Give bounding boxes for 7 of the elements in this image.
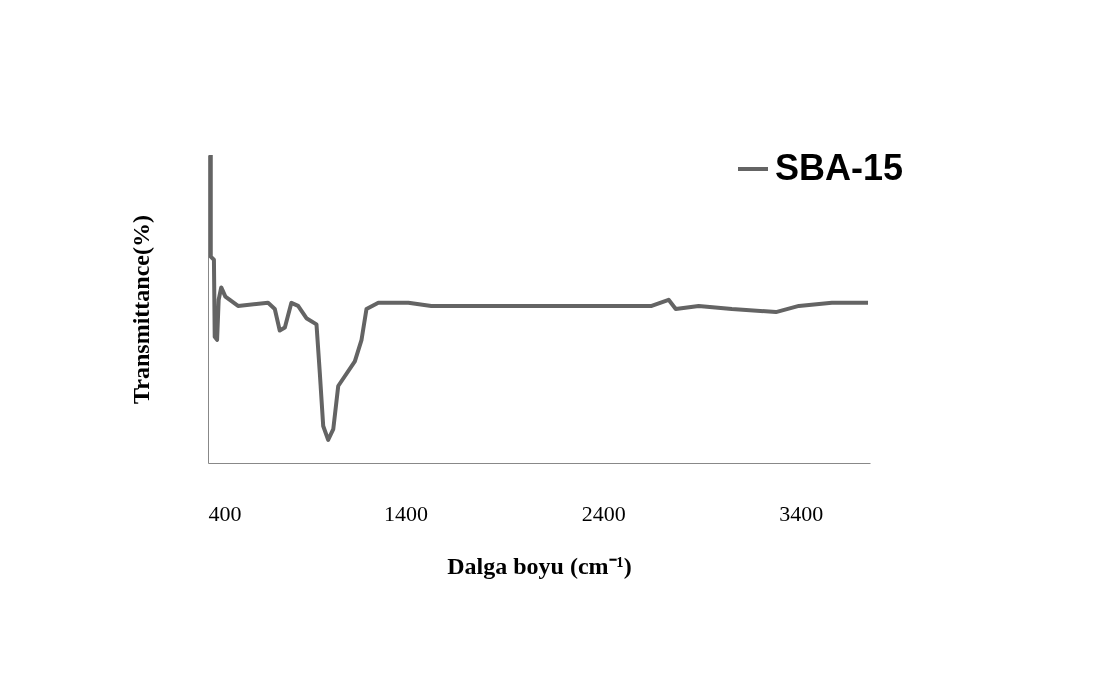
x-tick-label: 1400: [384, 500, 429, 526]
x-tick-label: 2400: [581, 500, 626, 526]
x-axis-title: Dalga boyu (cm⁻¹): [447, 552, 632, 579]
x-tick-label: 400: [208, 500, 242, 526]
legend-label: SBA-15: [775, 147, 904, 188]
x-tick-label: 3400: [779, 500, 824, 526]
y-axis-title: Transmittance(%): [127, 215, 154, 404]
